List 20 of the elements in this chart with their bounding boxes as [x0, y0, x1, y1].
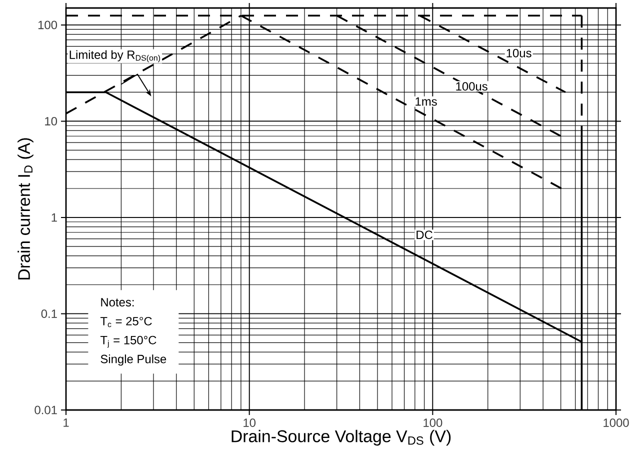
- y-tick-label: 1: [52, 213, 57, 222]
- annotation: Notes:: [101, 298, 134, 306]
- annotation: Single Pulse: [100, 354, 166, 366]
- x-axis-title: Drain-Source Voltage V$_{DS}$ (V): [232, 430, 451, 446]
- x-tick-label: 1000: [604, 418, 629, 427]
- x-tick-label: 100: [424, 418, 442, 427]
- annotation: 100us: [456, 82, 488, 91]
- y-tick-label: 0.01: [34, 406, 57, 414]
- y-tick-label: 10: [45, 116, 58, 126]
- y-tick-label: 100: [38, 20, 58, 30]
- annotation: DC: [416, 230, 432, 240]
- annotation: T$_{c}$ = 25°C: [100, 316, 152, 328]
- x-tick-label: 10: [244, 418, 256, 427]
- annotation: 1ms: [416, 97, 437, 106]
- annotation: T$_{j}$ = 150°C: [100, 336, 156, 348]
- annotation: Limited by R$_{DS(on)}$: [70, 50, 160, 62]
- y-tick-label: 0.1: [41, 310, 57, 318]
- annotation: 10us: [506, 48, 532, 58]
- y-axis-title: Drain current I$_{D}$ (A): [18, 138, 34, 280]
- x-tick-label: 1: [64, 418, 69, 427]
